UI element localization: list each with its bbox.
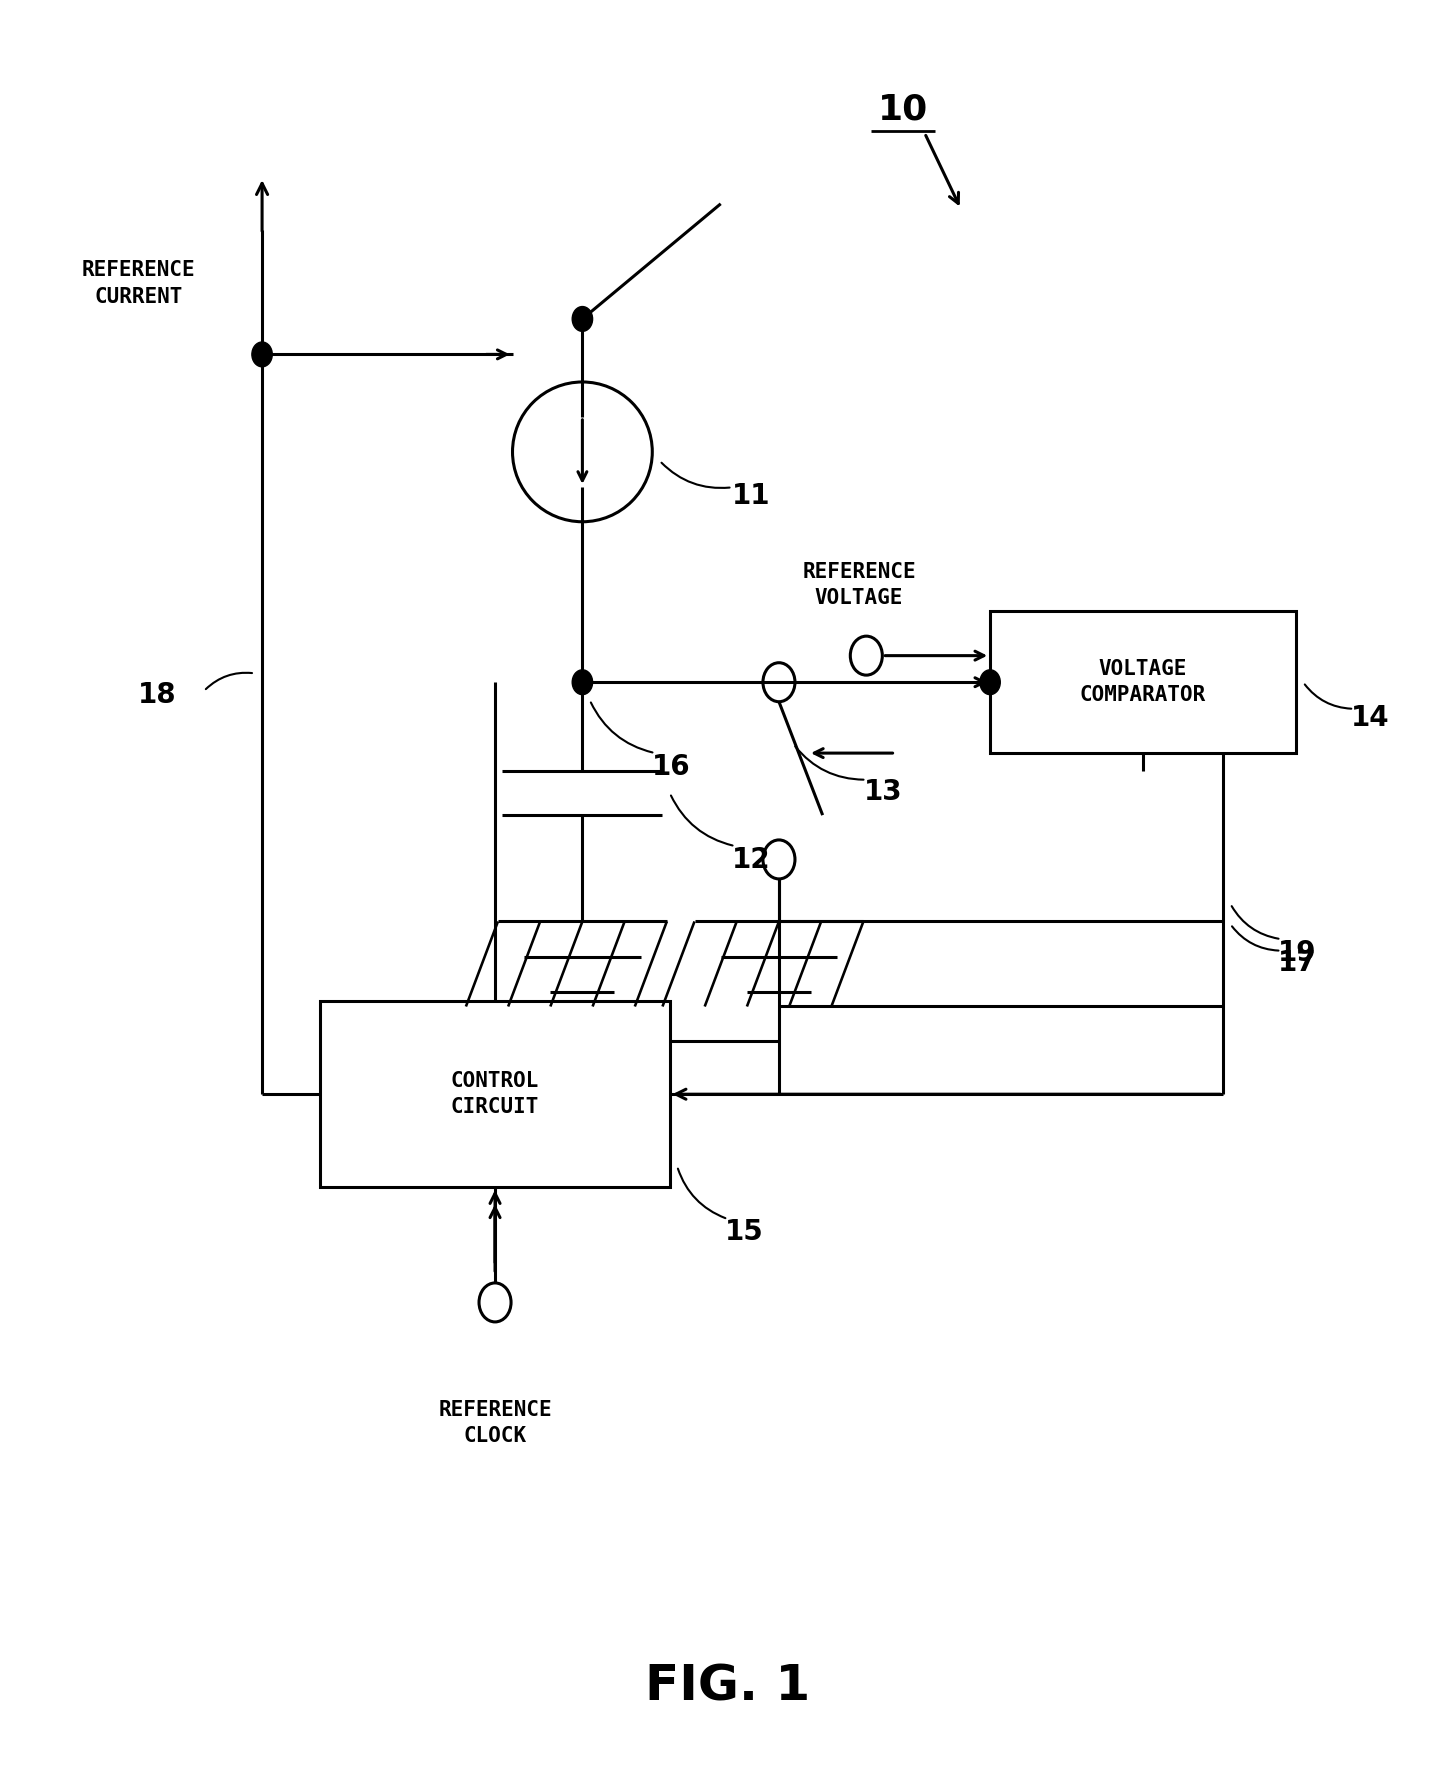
Text: REFERENCE
VOLTAGE: REFERENCE VOLTAGE (802, 562, 916, 608)
Text: REFERENCE
CLOCK: REFERENCE CLOCK (438, 1400, 552, 1446)
Text: CONTROL
CIRCUIT: CONTROL CIRCUIT (451, 1070, 539, 1118)
Text: 10: 10 (878, 92, 927, 128)
Text: 17: 17 (1278, 950, 1318, 976)
Text: 15: 15 (725, 1217, 764, 1246)
Circle shape (252, 342, 272, 367)
Bar (320, 1001, 670, 1187)
Text: FIG. 1: FIG. 1 (645, 1662, 811, 1712)
Text: VOLTAGE
COMPARATOR: VOLTAGE COMPARATOR (1080, 659, 1206, 705)
Text: 19: 19 (1278, 939, 1316, 968)
Text: 11: 11 (732, 482, 770, 510)
Text: 13: 13 (863, 778, 903, 806)
Text: 16: 16 (652, 753, 692, 781)
Text: 12: 12 (732, 847, 772, 874)
Text: 18: 18 (138, 680, 178, 709)
Circle shape (572, 670, 593, 695)
Text: REFERENCE
CURRENT: REFERENCE CURRENT (82, 260, 195, 307)
Circle shape (980, 670, 1000, 695)
Bar (990, 611, 1296, 753)
Circle shape (572, 307, 593, 331)
Text: 14: 14 (1351, 703, 1390, 732)
